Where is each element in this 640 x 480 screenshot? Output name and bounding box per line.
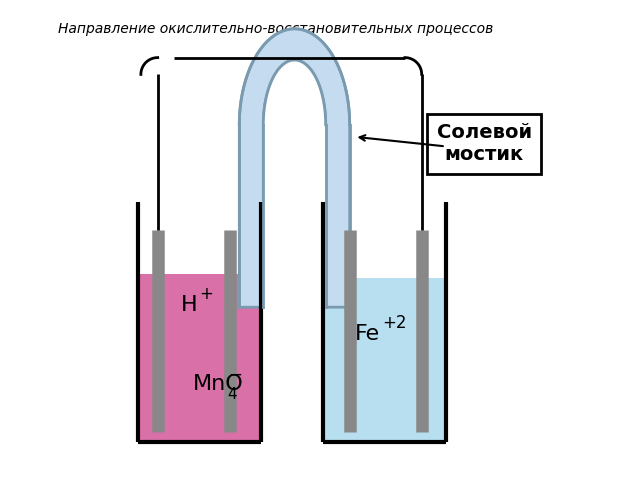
Text: Солевой
мостик: Солевой мостик [436,123,532,165]
Text: −: − [228,365,243,384]
Text: +: + [200,285,214,303]
Bar [323,278,445,442]
Polygon shape [263,60,326,307]
Text: 4: 4 [227,387,237,402]
Polygon shape [239,29,349,307]
Text: +2: +2 [382,314,406,332]
Text: Направление окислительно-восстановительных процессов: Направление окислительно-восстановительн… [58,22,493,36]
Text: H: H [180,295,197,315]
Text: MnO: MnO [193,374,243,394]
Text: Fe: Fe [355,324,380,344]
Bar [138,274,261,442]
